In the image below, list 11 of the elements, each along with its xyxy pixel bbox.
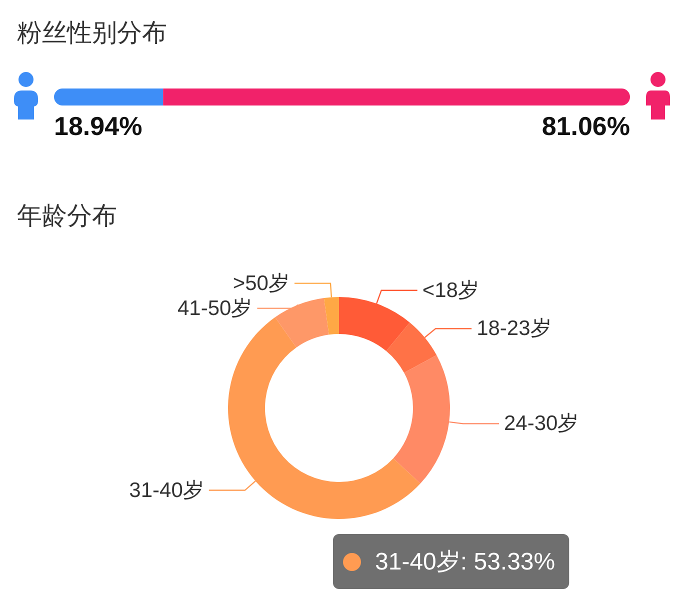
data-label: 18.94% <box>54 111 142 141</box>
category-label: 41-50岁 <box>177 296 252 320</box>
data-label: 81.06% <box>542 111 630 141</box>
title: 年龄分布 <box>17 202 117 230</box>
category-label: <18岁 <box>422 278 479 302</box>
title: 粉丝性别分布 <box>17 19 167 47</box>
category-label: >50岁 <box>232 272 290 295</box>
category-label: 18-23岁 <box>476 317 552 340</box>
value-label: 31-40岁: 53.33% <box>375 548 556 576</box>
category-label: 24-30岁 <box>504 412 579 436</box>
category-label: 31-40岁 <box>129 478 204 502</box>
